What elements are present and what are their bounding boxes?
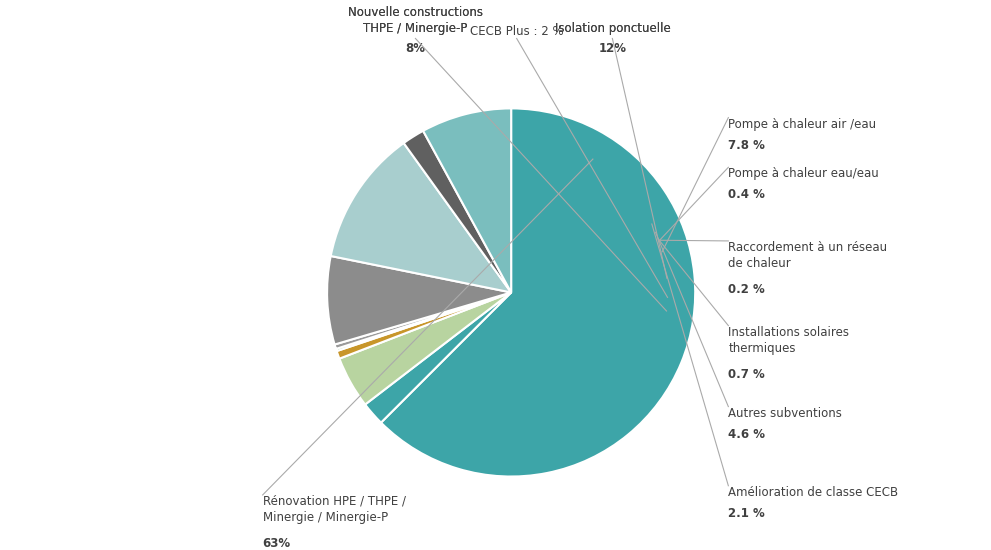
Text: Isolation ponctuelle: Isolation ponctuelle xyxy=(555,22,670,35)
Wedge shape xyxy=(381,108,696,476)
Text: CECB Plus : 2 %: CECB Plus : 2 % xyxy=(470,25,564,39)
Text: Pompe à chaleur eau/eau: Pompe à chaleur eau/eau xyxy=(728,167,879,180)
Text: 8%: 8% xyxy=(405,42,425,55)
Text: Raccordement à un réseau
de chaleur: Raccordement à un réseau de chaleur xyxy=(728,241,888,270)
Text: Nouvelle constructions
THPE / Minergie-P: Nouvelle constructions THPE / Minergie-P xyxy=(348,6,483,35)
Text: 4.6 %: 4.6 % xyxy=(728,428,765,441)
Wedge shape xyxy=(331,143,511,293)
Text: 0.2 %: 0.2 % xyxy=(728,283,765,296)
Wedge shape xyxy=(335,293,511,349)
Text: 0.7 %: 0.7 % xyxy=(728,368,765,381)
Wedge shape xyxy=(365,293,511,422)
Text: Amélioration de classe CECB: Amélioration de classe CECB xyxy=(728,486,899,499)
Text: 63%: 63% xyxy=(263,537,290,550)
Wedge shape xyxy=(327,256,511,344)
Text: 12%: 12% xyxy=(599,42,626,55)
Text: Pompe à chaleur air /eau: Pompe à chaleur air /eau xyxy=(728,118,876,130)
Wedge shape xyxy=(336,293,511,351)
Text: Autres subventions: Autres subventions xyxy=(728,406,842,420)
Wedge shape xyxy=(403,131,511,293)
Text: Rénovation HPE / THPE /
Minergie / Minergie-P: Rénovation HPE / THPE / Minergie / Miner… xyxy=(263,495,405,524)
Wedge shape xyxy=(423,108,511,293)
Text: 7.8 %: 7.8 % xyxy=(728,139,765,152)
Text: Installations solaires
thermiques: Installations solaires thermiques xyxy=(728,326,849,355)
Wedge shape xyxy=(337,293,511,359)
Text: Nouvelle constructions
THPE / Minergie-P: Nouvelle constructions THPE / Minergie-P xyxy=(348,6,483,35)
Text: 0.4 %: 0.4 % xyxy=(728,189,765,201)
Wedge shape xyxy=(339,293,511,404)
Text: 2.1 %: 2.1 % xyxy=(728,507,765,520)
Text: Isolation ponctuelle: Isolation ponctuelle xyxy=(555,22,670,35)
